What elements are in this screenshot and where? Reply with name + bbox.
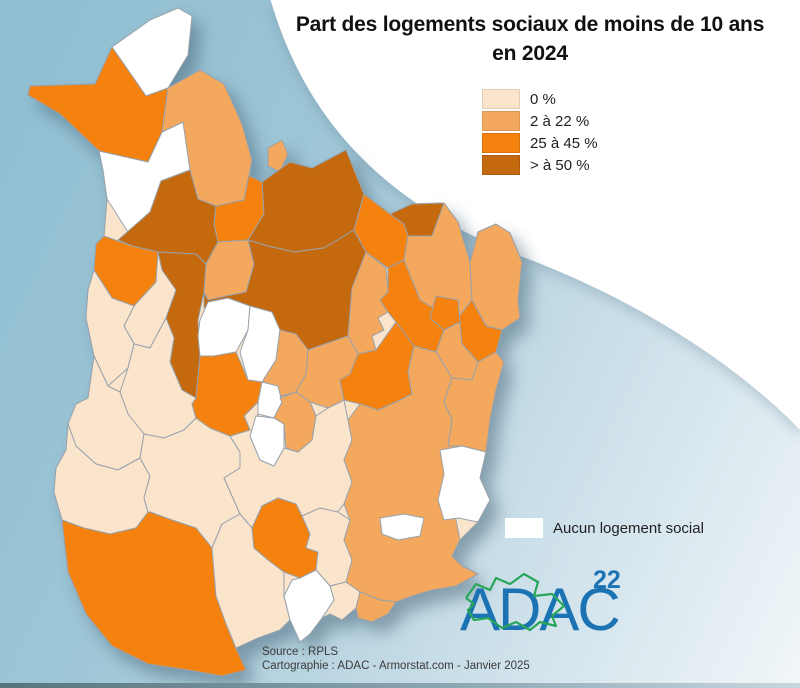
no-social-label: Aucun logement social (553, 519, 704, 537)
commune-28 (197, 297, 251, 357)
legend-row-1: 2 à 22 % (482, 111, 598, 131)
legend-no-social: Aucun logement social (505, 518, 704, 538)
legend-row-3: > à 50 % (482, 155, 598, 175)
legend-swatch (482, 155, 520, 175)
legend-swatch (482, 89, 520, 109)
commune-33 (191, 351, 263, 437)
legend-swatch (482, 111, 520, 131)
source-line2: Cartographie : ADAC - Armorstat.com - Ja… (262, 660, 530, 672)
commune-43 (437, 445, 491, 523)
legend-row-2: 25 à 45 % (482, 133, 598, 153)
no-social-swatch (505, 518, 543, 538)
commune-36 (273, 391, 317, 453)
dept-outline-icon (465, 572, 566, 632)
legend-label: 0 % (530, 90, 556, 108)
source-note: Source : RPLS Cartographie : ADAC - Armo… (262, 645, 530, 673)
commune-42 (343, 345, 479, 603)
adac-logo-number: 22 (593, 566, 621, 594)
commune-47 (283, 569, 335, 643)
commune-44 (379, 513, 425, 541)
title-line2: en 2024 (492, 42, 568, 65)
title-line1: Part des logements sociaux de moins de 1… (295, 13, 765, 36)
legend-swatch (482, 133, 520, 153)
legend-label: > à 50 % (530, 156, 590, 174)
commune-4 (267, 139, 289, 173)
legend-label: 2 à 22 % (530, 112, 590, 130)
commune-46 (355, 591, 397, 623)
map-title: Part des logements sociaux de moins de 1… (288, 10, 772, 68)
legend-row-0: 0 % (482, 89, 598, 109)
source-line1: Source : RPLS (262, 646, 339, 658)
legend-label: 25 à 45 % (530, 134, 598, 152)
legend: 0 % 2 à 22 % 25 à 45 % > à 50 % (482, 89, 598, 177)
white-blob-shape (270, 0, 800, 430)
bottom-border-strip (0, 683, 800, 688)
adac-logo: ADAC 22 (460, 566, 690, 657)
